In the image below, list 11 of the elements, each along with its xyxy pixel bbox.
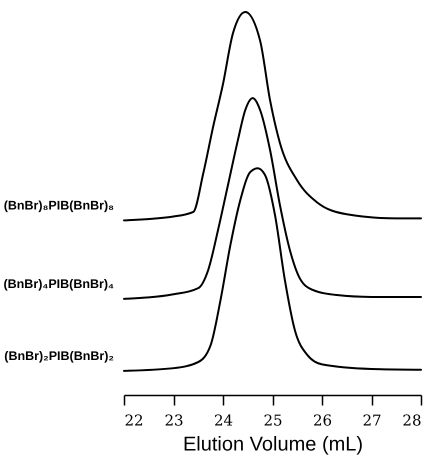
x-axis-title: Elution Volume (mL) xyxy=(182,434,364,456)
x-tick-label: 26 xyxy=(312,412,332,430)
x-tick-label: 23 xyxy=(164,412,184,430)
series-label: (BnBr)₂PIB(BnBr)₂ xyxy=(4,348,114,363)
x-tick-label: 22 xyxy=(124,412,144,430)
x-tick-label: 25 xyxy=(263,412,283,430)
series-label: (BnBr)₈PIB(BnBr)₈ xyxy=(4,198,114,212)
x-tick-label: 28 xyxy=(402,412,422,430)
x-tick-label: 27 xyxy=(362,412,382,430)
x-tick-label: 24 xyxy=(214,412,234,430)
series-label: (BnBr)₄PIB(BnBr)₄ xyxy=(3,276,114,291)
